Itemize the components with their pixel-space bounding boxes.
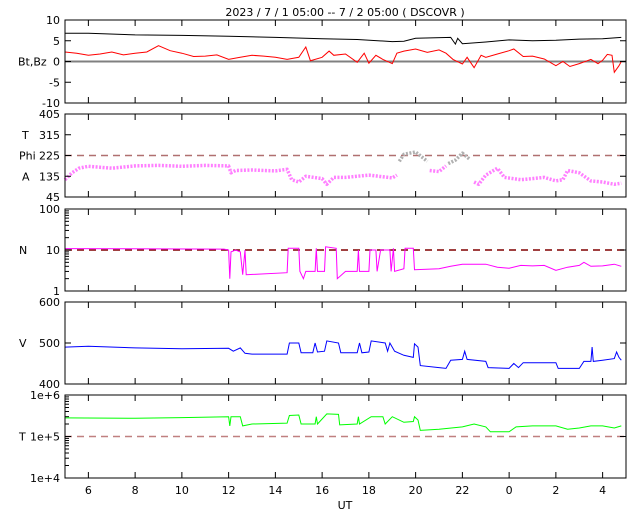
x-tick-label: 18 [362, 484, 376, 497]
series-phi-away [429, 164, 448, 174]
x-tick-label: 14 [268, 484, 282, 497]
plot-frame [64, 301, 627, 385]
panel-density: 100 10 1 N [19, 203, 627, 298]
series-phi-toward-ambiguous [447, 151, 471, 166]
y-axis-label: Bt,Bz [18, 56, 47, 69]
y-tick-label: 600 [39, 296, 60, 309]
x-tick-label: 22 [455, 484, 469, 497]
series-t [64, 413, 622, 433]
y-tick-label: 45 [46, 191, 60, 204]
panel-phi-angle: 405 315 225 135 45 T Phi A [19, 108, 627, 204]
y-axis-label: N [19, 244, 27, 257]
y-axis-label: T [21, 129, 29, 142]
x-tick-label: 10 [175, 484, 189, 497]
series-v [64, 340, 622, 369]
series-bz [64, 45, 622, 74]
panel-temperature: 1e+6 1e+5 1e+4 T 6 8 10 12 14 16 18 20 22 0 2 4 [18, 389, 627, 497]
x-tick-label: 0 [506, 484, 513, 497]
y-tick-label: 135 [39, 170, 60, 183]
y-tick-label: -5 [49, 76, 60, 89]
x-tick-label: 20 [409, 484, 423, 497]
series-phi-away [63, 163, 398, 187]
series-phi-toward-ambiguous [397, 150, 429, 163]
y-tick-label: 5 [53, 35, 60, 48]
panel-velocity: 600 500 400 V [19, 296, 627, 391]
y-tick-label: 1e+6 [30, 389, 60, 402]
x-tick-label: 16 [315, 484, 329, 497]
x-tick-label: 2 [552, 484, 559, 497]
y-axis-label: V [19, 337, 27, 350]
y-tick-label: 100 [39, 203, 60, 216]
y-axis-label: T [18, 431, 26, 444]
y-tick-label: 500 [39, 337, 60, 350]
y-tick-label: 0 [53, 56, 60, 69]
x-tick-label: 4 [599, 484, 606, 497]
panel-magnetic-field: 10 5 0 -5 -10 Bt,Bz [18, 14, 627, 110]
y-tick-label: 10 [46, 244, 60, 257]
y-tick-label: 10 [46, 14, 60, 27]
y-tick-label: 315 [39, 129, 60, 142]
y-tick-label: -10 [42, 97, 60, 110]
y-tick-label: 1e+5 [30, 431, 60, 444]
y-tick-label: 405 [39, 108, 60, 121]
y-tick-label: 1e+4 [30, 472, 60, 485]
series-phi-away [473, 166, 622, 187]
series-n [64, 246, 622, 281]
y-axis-label: Phi [19, 150, 36, 163]
y-axis-label: A [22, 170, 30, 183]
x-tick-label: 6 [85, 484, 92, 497]
x-axis-label: UT [338, 499, 353, 512]
y-tick-label: 225 [39, 150, 60, 163]
y-tick-label: 1 [53, 285, 60, 298]
chart-title: 2023 / 7 / 1 05:00 -- 7 / 2 05:00 ( DSCO… [225, 6, 464, 19]
x-tick-label: 12 [222, 484, 236, 497]
series-bt [65, 32, 622, 46]
x-tick-label: 8 [132, 484, 139, 497]
y-tick-label: 400 [39, 378, 60, 391]
